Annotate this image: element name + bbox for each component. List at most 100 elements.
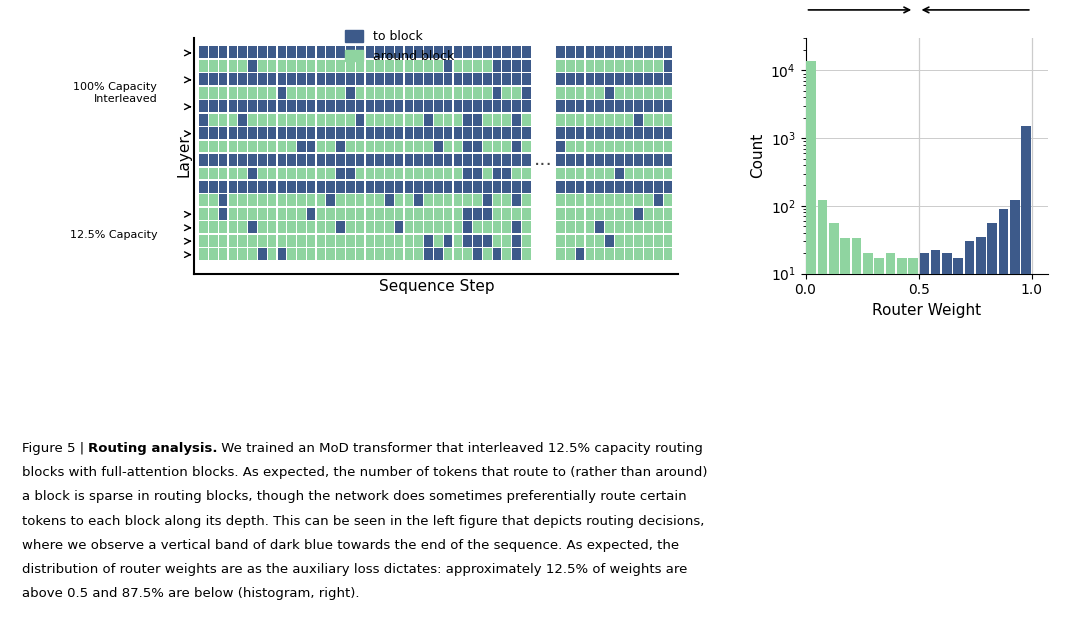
Bar (424, 167, 433, 179)
Bar (454, 181, 462, 193)
Bar (454, 46, 462, 59)
Bar (395, 248, 404, 260)
Bar (444, 100, 453, 112)
Bar (278, 100, 286, 112)
Bar (248, 46, 257, 59)
Bar (210, 235, 218, 247)
Bar (492, 46, 501, 59)
Bar (654, 127, 663, 139)
Bar (502, 154, 511, 166)
Bar (463, 154, 472, 166)
Bar (200, 100, 207, 112)
Bar (307, 235, 315, 247)
Bar (664, 208, 673, 219)
Bar (556, 167, 565, 179)
Bar (346, 167, 354, 179)
Bar (415, 195, 423, 206)
Bar (492, 127, 501, 139)
Bar (355, 248, 364, 260)
Bar (365, 195, 374, 206)
Bar (976, 237, 986, 636)
Bar (483, 181, 491, 193)
Bar (355, 208, 364, 219)
Bar (585, 248, 594, 260)
Bar (307, 87, 315, 99)
Bar (307, 114, 315, 125)
Bar (239, 100, 247, 112)
Bar (605, 114, 613, 125)
Bar (634, 195, 643, 206)
Bar (999, 209, 1009, 636)
Bar (316, 154, 325, 166)
Bar (473, 235, 482, 247)
Bar (896, 258, 906, 636)
Bar (355, 127, 364, 139)
Bar (576, 46, 584, 59)
Bar (664, 87, 673, 99)
Bar (200, 141, 207, 153)
Bar (624, 235, 633, 247)
Bar (444, 60, 453, 72)
Bar (483, 114, 491, 125)
Bar (405, 100, 414, 112)
Bar (415, 248, 423, 260)
Bar (248, 221, 257, 233)
Bar (556, 208, 565, 219)
Bar (473, 221, 482, 233)
Bar (634, 87, 643, 99)
Bar (424, 87, 433, 99)
Bar (595, 114, 604, 125)
Bar (605, 248, 613, 260)
Bar (287, 114, 296, 125)
Bar (483, 208, 491, 219)
Bar (645, 60, 653, 72)
Bar (424, 248, 433, 260)
Bar (556, 248, 565, 260)
Bar (615, 181, 623, 193)
Bar (268, 127, 276, 139)
Bar (376, 221, 383, 233)
Bar (502, 235, 511, 247)
Bar (595, 195, 604, 206)
Bar (624, 195, 633, 206)
Bar (336, 195, 345, 206)
Bar (248, 248, 257, 260)
Bar (434, 87, 443, 99)
Bar (229, 87, 238, 99)
Bar (326, 46, 335, 59)
Bar (365, 221, 374, 233)
Bar (473, 208, 482, 219)
Bar (258, 60, 267, 72)
Bar (654, 208, 663, 219)
Bar (664, 60, 673, 72)
Bar (483, 248, 491, 260)
Bar (615, 87, 623, 99)
Bar (556, 46, 565, 59)
Bar (522, 248, 530, 260)
Bar (576, 60, 584, 72)
Bar (473, 167, 482, 179)
Bar (454, 235, 462, 247)
Bar (473, 181, 482, 193)
Bar (386, 127, 394, 139)
Bar (556, 154, 565, 166)
Bar (634, 73, 643, 85)
Bar (502, 181, 511, 193)
Bar (624, 127, 633, 139)
Bar (268, 46, 276, 59)
Bar (346, 73, 354, 85)
Bar (512, 221, 521, 233)
Bar (346, 221, 354, 233)
Bar (316, 87, 325, 99)
Bar (615, 208, 623, 219)
Bar (492, 154, 501, 166)
Bar (512, 114, 521, 125)
Bar (624, 154, 633, 166)
Bar (566, 248, 575, 260)
Bar (463, 46, 472, 59)
Bar (210, 181, 218, 193)
Bar (434, 181, 443, 193)
Bar (278, 167, 286, 179)
Bar (566, 46, 575, 59)
Bar (200, 60, 207, 72)
